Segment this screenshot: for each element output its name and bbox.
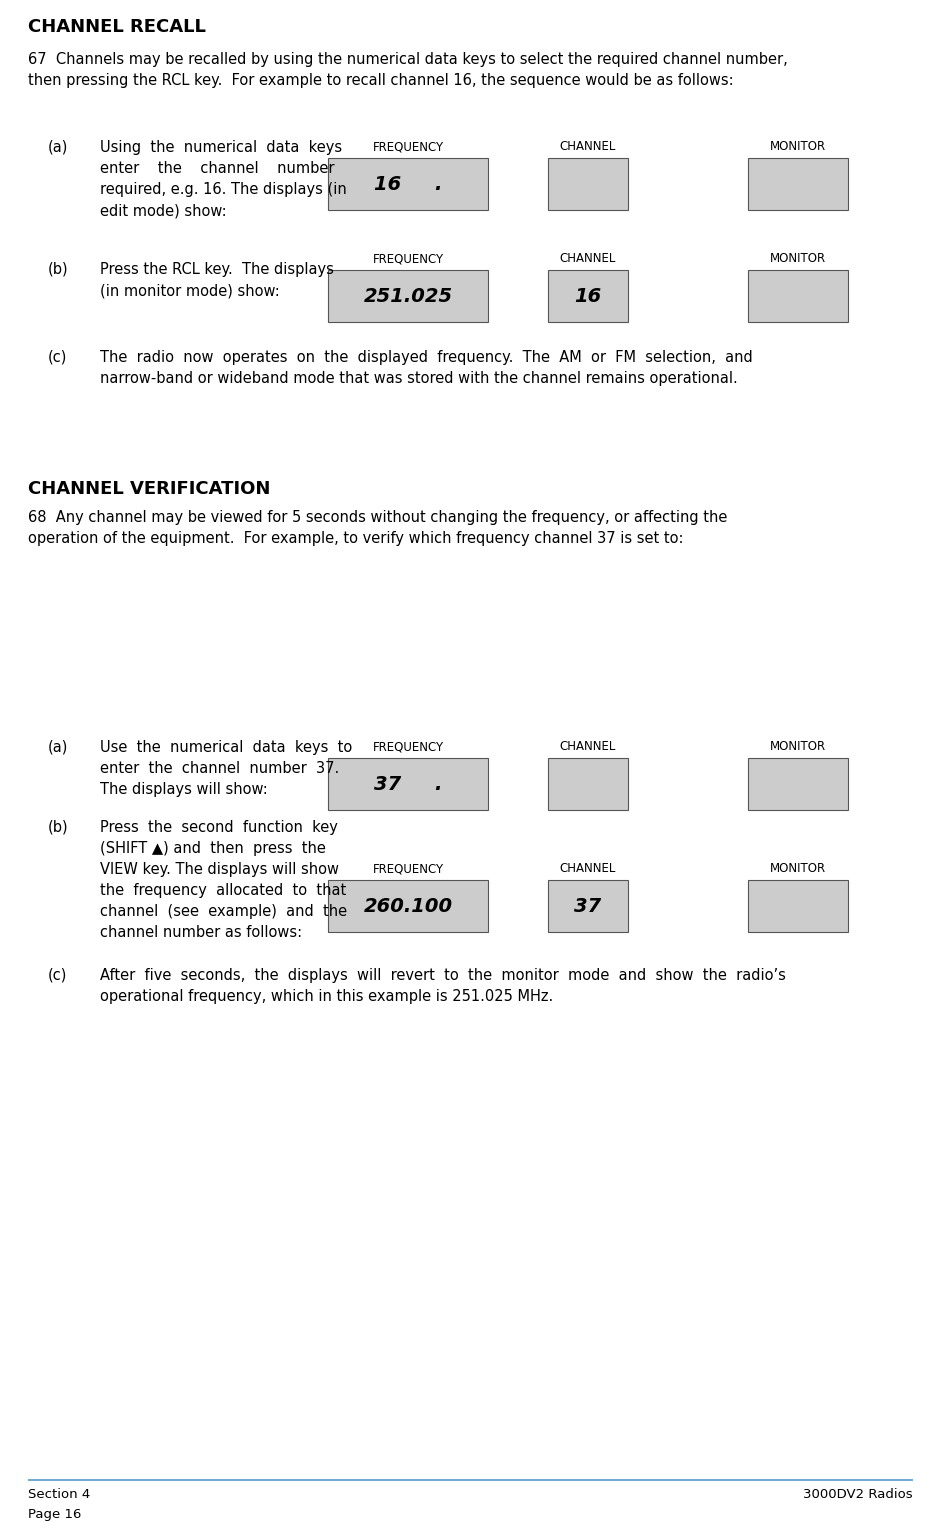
Text: CHANNEL VERIFICATION: CHANNEL VERIFICATION [28, 479, 270, 498]
Text: CHANNEL: CHANNEL [560, 140, 616, 154]
Text: Page 16: Page 16 [28, 1508, 81, 1521]
Text: Section 4: Section 4 [28, 1488, 90, 1501]
Text: MONITOR: MONITOR [770, 252, 826, 266]
Text: (b): (b) [48, 820, 69, 836]
FancyBboxPatch shape [548, 757, 628, 809]
FancyBboxPatch shape [748, 158, 848, 210]
Text: FREQUENCY: FREQUENCY [373, 140, 443, 154]
Text: Press  the  second  function  key
(SHIFT ▲) and  then  press  the
VIEW key. The : Press the second function key (SHIFT ▲) … [100, 820, 347, 940]
Text: 251.025: 251.025 [363, 287, 453, 306]
FancyBboxPatch shape [328, 880, 488, 932]
FancyBboxPatch shape [548, 270, 628, 323]
Text: 68  Any channel may be viewed for 5 seconds without changing the frequency, or a: 68 Any channel may be viewed for 5 secon… [28, 510, 727, 545]
FancyBboxPatch shape [548, 880, 628, 932]
Text: After  five  seconds,  the  displays  will  revert  to  the  monitor  mode  and : After five seconds, the displays will re… [100, 968, 786, 1005]
Text: Press the RCL key.  The displays
(in monitor mode) show:: Press the RCL key. The displays (in moni… [100, 263, 334, 298]
Text: 260.100: 260.100 [363, 897, 453, 915]
FancyBboxPatch shape [748, 880, 848, 932]
FancyBboxPatch shape [748, 757, 848, 809]
Text: 16: 16 [574, 287, 601, 306]
Text: (b): (b) [48, 263, 69, 276]
Text: Use  the  numerical  data  keys  to
enter  the  channel  number  37.
The display: Use the numerical data keys to enter the… [100, 740, 352, 797]
Text: FREQUENCY: FREQUENCY [373, 740, 443, 753]
Text: (a): (a) [48, 740, 69, 756]
Text: 37: 37 [574, 897, 601, 915]
Text: Using  the  numerical  data  keys
enter    the    channel    number
required, e.: Using the numerical data keys enter the … [100, 140, 346, 218]
Text: CHANNEL: CHANNEL [560, 862, 616, 876]
Text: (a): (a) [48, 140, 69, 155]
Text: FREQUENCY: FREQUENCY [373, 252, 443, 266]
Text: 3000DV2 Radios: 3000DV2 Radios [804, 1488, 913, 1501]
Text: The  radio  now  operates  on  the  displayed  frequency.  The  AM  or  FM  sele: The radio now operates on the displayed … [100, 350, 753, 386]
Text: MONITOR: MONITOR [770, 862, 826, 876]
Text: CHANNEL RECALL: CHANNEL RECALL [28, 18, 206, 35]
Text: MONITOR: MONITOR [770, 140, 826, 154]
Text: 16     .: 16 . [374, 175, 442, 194]
Text: CHANNEL: CHANNEL [560, 740, 616, 753]
Text: FREQUENCY: FREQUENCY [373, 862, 443, 876]
FancyBboxPatch shape [328, 757, 488, 809]
FancyBboxPatch shape [328, 270, 488, 323]
Text: (c): (c) [48, 968, 68, 983]
Text: 37     .: 37 . [374, 774, 442, 794]
Text: (c): (c) [48, 350, 68, 366]
Text: MONITOR: MONITOR [770, 740, 826, 753]
FancyBboxPatch shape [748, 270, 848, 323]
FancyBboxPatch shape [548, 158, 628, 210]
Text: 67  Channels may be recalled by using the numerical data keys to select the requ: 67 Channels may be recalled by using the… [28, 52, 788, 88]
Text: CHANNEL: CHANNEL [560, 252, 616, 266]
FancyBboxPatch shape [328, 158, 488, 210]
